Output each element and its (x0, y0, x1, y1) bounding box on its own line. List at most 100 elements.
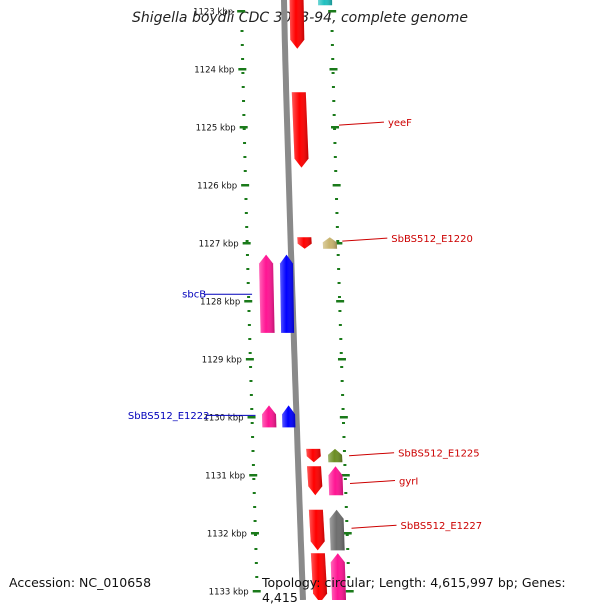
gene-shading (291, 92, 309, 168)
minor-tick-left (242, 100, 246, 102)
minor-tick-right (331, 58, 335, 60)
minor-tick-right (343, 464, 347, 466)
minor-tick-right (330, 30, 334, 32)
tick-label: 1125 kbp (196, 124, 236, 134)
tick-label: 1130 kbp (203, 414, 243, 424)
major-tick-right (336, 300, 345, 303)
minor-tick-right (345, 534, 349, 536)
tick-label: 1124 kbp (194, 66, 234, 76)
major-tick (250, 532, 259, 535)
minor-tick-left (241, 58, 245, 60)
gene-shading (330, 553, 347, 600)
minor-tick-right (333, 128, 337, 130)
gene-shading (310, 553, 328, 600)
tick-label: 1131 kbp (205, 472, 245, 482)
major-tick (247, 416, 256, 419)
gene-shading (308, 509, 325, 551)
minor-tick-right (339, 338, 343, 340)
major-tick-right (329, 68, 338, 71)
gene-shading (306, 448, 321, 463)
minor-tick-right (342, 422, 346, 424)
gene-shading (322, 237, 338, 249)
gene-shading (328, 448, 343, 463)
minor-tick-left (251, 436, 255, 438)
minor-tick-left (250, 408, 254, 410)
gene-label-SbBS512_E1220[interactable]: SbBS512_E1220 (391, 234, 473, 245)
gene-shading (262, 405, 277, 428)
major-tick (239, 126, 248, 129)
gene-shading (259, 254, 275, 333)
gene-label-sbcB[interactable]: sbcB (182, 290, 206, 301)
minor-tick-right (332, 100, 336, 102)
gene-shading (280, 254, 295, 333)
minor-tick-right (342, 450, 346, 452)
gene-shading (318, 0, 333, 6)
minor-tick-right (335, 198, 339, 200)
minor-tick-right (338, 324, 342, 326)
accession-text: Accession: NC_010658 (9, 575, 152, 590)
minor-tick-right (330, 44, 334, 46)
gene-shading (307, 466, 323, 496)
minor-tick-right (347, 576, 351, 578)
minor-tick-right (344, 492, 348, 494)
gene-label-SbBS512_E1225[interactable]: SbBS512_E1225 (398, 449, 480, 460)
major-tick (249, 474, 258, 477)
gene-label-gyrI[interactable]: gyrI (399, 477, 418, 488)
gene-label-yeeF[interactable]: yeeF (388, 118, 412, 129)
minor-tick-left (252, 492, 256, 494)
minor-tick-right (346, 548, 350, 550)
label-leader (338, 121, 384, 126)
minor-tick-left (254, 562, 258, 564)
major-tick-right (343, 532, 352, 535)
tick-label: 1128 kbp (200, 298, 240, 308)
minor-tick-left (255, 576, 259, 578)
minor-tick-left (246, 282, 250, 284)
minor-tick-left (247, 310, 251, 312)
minor-tick-left (246, 268, 250, 270)
minor-tick-left (251, 450, 255, 452)
major-tick-right (334, 242, 343, 245)
minor-tick-left (253, 534, 257, 536)
minor-tick-left (245, 240, 249, 242)
minor-tick-left (249, 380, 253, 382)
major-tick (245, 358, 254, 361)
minor-tick-right (340, 366, 344, 368)
label-leader (349, 452, 395, 457)
minor-tick-left (241, 86, 245, 88)
minor-tick-right (341, 394, 345, 396)
minor-tick-right (342, 436, 346, 438)
minor-tick-right (338, 310, 342, 312)
gene-shading (297, 237, 312, 249)
minor-tick-left (241, 72, 245, 74)
major-tick (242, 242, 251, 245)
minor-tick-left (240, 44, 244, 46)
gene-label-SbBS512_E1222[interactable]: SbBS512_E1222 (128, 411, 210, 422)
tick-label: 1123 kbp (193, 8, 233, 18)
minor-tick-left (245, 226, 249, 228)
tick-label: 1129 kbp (202, 356, 242, 366)
ruler-ticks: 1123 kbp 1124 kbp 1125 kbp 1126 kbp 1127 kbp… (193, 8, 354, 598)
minor-tick-left (249, 366, 253, 368)
minor-tick-right (341, 408, 345, 410)
minor-tick-right (331, 72, 335, 74)
gene-shading (289, 0, 305, 49)
major-tick-right (337, 358, 346, 361)
major-tick (238, 68, 247, 71)
minor-tick-right (337, 296, 341, 298)
minor-tick-left (244, 198, 248, 200)
gene-shading (329, 509, 345, 551)
minor-tick-right (346, 562, 350, 564)
major-tick-right (328, 10, 337, 13)
minor-tick-right (332, 114, 336, 116)
minor-tick-left (244, 212, 248, 214)
minor-tick-left (243, 156, 247, 158)
label-leader (351, 524, 397, 529)
major-tick-right (331, 126, 340, 129)
major-tick (237, 10, 246, 13)
major-tick-right (345, 590, 354, 593)
minor-tick-right (344, 506, 348, 508)
minor-tick-right (337, 268, 341, 270)
major-tick-right (341, 474, 350, 477)
minor-tick-right (343, 478, 347, 480)
gene-label-SbBS512_E1227[interactable]: SbBS512_E1227 (401, 521, 483, 532)
